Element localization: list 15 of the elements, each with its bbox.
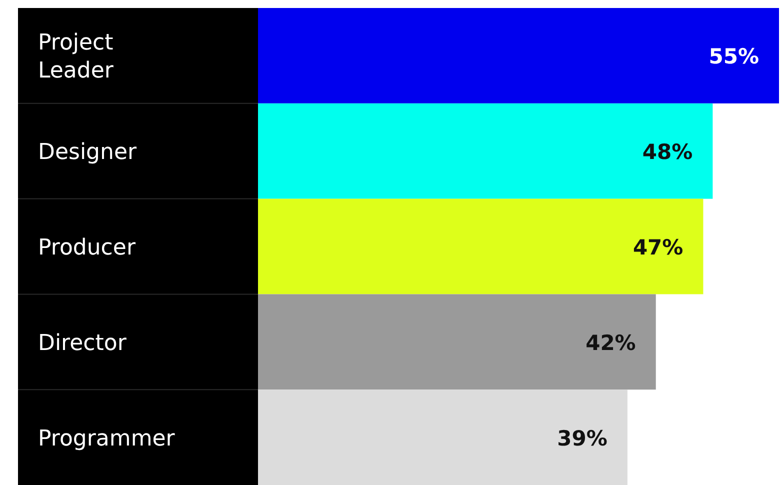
y-tick-label: Programmer (38, 426, 176, 452)
y-tick-label: Director (38, 330, 128, 356)
bar (258, 8, 779, 104)
y-tick-label: Designer (38, 140, 138, 166)
bar (258, 103, 713, 199)
bar (258, 390, 628, 485)
data-label: 42% (586, 330, 636, 355)
data-label: 48% (642, 140, 693, 164)
bar (258, 198, 704, 294)
data-label: 39% (557, 426, 608, 450)
y-tick-label: Producer (38, 236, 136, 260)
bar (258, 294, 656, 390)
y-tick-label: Project Leader (38, 30, 114, 84)
data-label: 55% (708, 44, 759, 69)
data-label: 47% (632, 236, 684, 260)
